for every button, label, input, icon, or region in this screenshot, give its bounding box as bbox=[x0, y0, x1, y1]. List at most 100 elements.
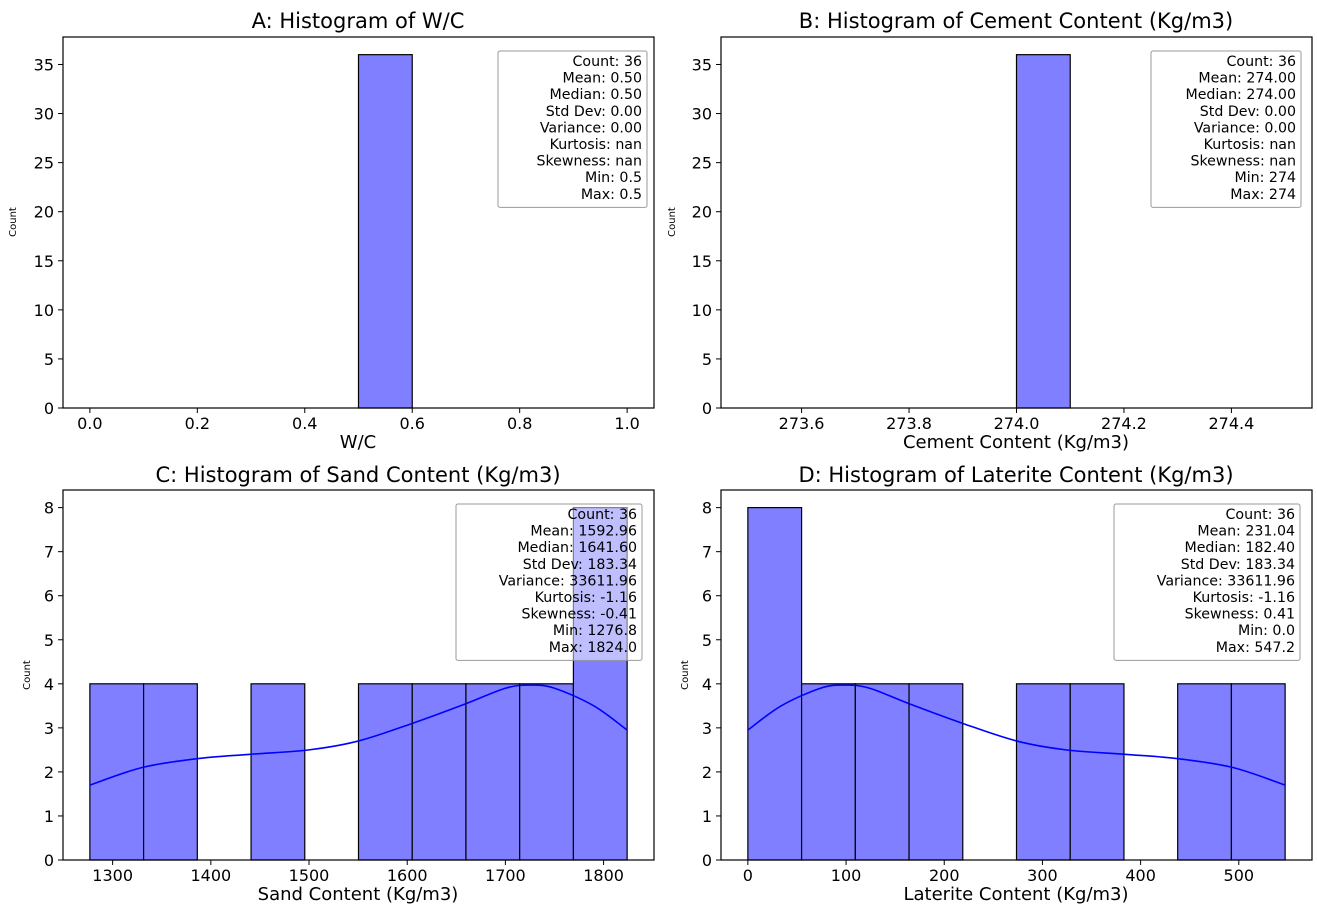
panel-a-stat-line: Skewness: nan bbox=[536, 154, 642, 170]
panel-b-stat-line: Mean: 274.00 bbox=[1198, 71, 1296, 87]
panel-d-bar bbox=[1230, 683, 1286, 861]
panel-c-bar bbox=[89, 683, 145, 861]
panel-b-stat-line: Min: 274 bbox=[1234, 170, 1296, 186]
panel-a-axes-frame bbox=[62, 36, 655, 409]
panel-d-ytick-label: 7 bbox=[702, 543, 712, 562]
panel-a-stat-line: Variance: 0.00 bbox=[540, 120, 642, 136]
panel-a-ytick-label: 30 bbox=[34, 105, 54, 124]
panel-c-bar bbox=[250, 683, 306, 861]
panel-c-stat-line: Variance: 33611.96 bbox=[499, 573, 637, 589]
panel-b-xtick-label: 274.2 bbox=[1101, 414, 1147, 433]
panel-a-xtick-label: 0.8 bbox=[507, 414, 532, 433]
panel-b-ytick-label: 0 bbox=[702, 399, 712, 418]
panel-b-ylabel: Count bbox=[667, 207, 678, 237]
panel-d-bar bbox=[800, 683, 856, 861]
panel-b-ytick-label: 15 bbox=[692, 252, 712, 271]
panel-a-ytick-label: 15 bbox=[34, 252, 54, 271]
panel-c-stat-line: Median: 1641.60 bbox=[517, 540, 637, 556]
panel-d-ytick-label: 4 bbox=[702, 675, 712, 694]
panel-d-stat-line: Skewness: 0.41 bbox=[1185, 607, 1295, 623]
panel-c-plot: 1300 1400 1500 1600 1700 1800 0 1 2 3 4 5 6 7 8 Count: … bbox=[44, 489, 655, 885]
panel-b-stat-line: Count: 36 bbox=[1227, 54, 1296, 70]
panel-a-xlabel: W/C bbox=[340, 432, 376, 453]
panel-a-xtick-label: 1.0 bbox=[614, 414, 639, 433]
panel-d-ytick-label: 5 bbox=[702, 631, 712, 650]
panel-a-stat-line: Std Dev: 0.00 bbox=[546, 104, 642, 120]
panel-c-ytick-label: 7 bbox=[44, 543, 54, 562]
panel-c-stat-line: Max: 1824.0 bbox=[549, 640, 637, 656]
panel-b: B: Histogram of Cement Content (Kg/m3) C… bbox=[667, 9, 1233, 453]
panel-d-stat-line: Variance: 33611.96 bbox=[1157, 573, 1295, 589]
panel-d-xtick-label: 400 bbox=[1125, 866, 1156, 885]
panel-a-ytick-label: 25 bbox=[34, 154, 54, 173]
panel-b-ytick-label: 10 bbox=[692, 301, 712, 320]
panel-d-ytick-label: 8 bbox=[702, 499, 712, 518]
panel-b-xtick-label: 273.8 bbox=[886, 414, 932, 433]
panel-b-stat-line: Skewness: nan bbox=[1190, 154, 1296, 170]
panel-c-bar bbox=[357, 683, 413, 861]
panel-d-xtick-label: 500 bbox=[1224, 866, 1255, 885]
panel-a-ytick-label: 0 bbox=[44, 399, 54, 418]
panel-d-xtick-label: 0 bbox=[743, 866, 753, 885]
panel-c-stat-line: Skewness: -0.41 bbox=[521, 607, 637, 623]
panel-a-stat-line: Mean: 0.50 bbox=[562, 71, 642, 87]
panel-c-xtick-label: 1800 bbox=[583, 866, 624, 885]
panel-d-bar bbox=[1015, 683, 1071, 861]
panel-c-ylabel: Count bbox=[22, 660, 33, 690]
panel-d-xtick-label: 100 bbox=[831, 866, 862, 885]
panel-b-stats-box bbox=[1150, 50, 1302, 208]
panel-a-title: A: Histogram of W/C bbox=[252, 9, 465, 33]
panel-d-title: D: Histogram of Laterite Content (Kg/m3) bbox=[798, 463, 1233, 487]
panel-a-stat-line: Kurtosis: nan bbox=[550, 137, 642, 153]
panel-c-bar bbox=[142, 683, 198, 861]
panel-c-xtick-label: 1300 bbox=[92, 866, 133, 885]
panel-d-stat-line: Kurtosis: -1.16 bbox=[1193, 590, 1295, 606]
panel-a-ylabel: Count bbox=[8, 207, 19, 237]
panel-c-title: C: Histogram of Sand Content (Kg/m3) bbox=[155, 463, 560, 487]
panel-d-bar bbox=[747, 507, 803, 861]
panel-d-ylabel: Count bbox=[680, 660, 691, 690]
panel-c-axes-frame bbox=[62, 489, 655, 861]
panel-a-xtick-label: 0.6 bbox=[400, 414, 425, 433]
panel-c-ytick-label: 6 bbox=[44, 587, 54, 606]
panel-d-stat-line: Mean: 231.04 bbox=[1197, 524, 1295, 540]
panel-c-ytick-label: 3 bbox=[44, 719, 54, 738]
panel-c-bar bbox=[411, 683, 467, 861]
panel-c-stats-box bbox=[455, 503, 643, 661]
panel-b-ytick-label: 30 bbox=[692, 105, 712, 124]
panel-a-bar bbox=[357, 54, 413, 409]
panel-a-ytick-label: 5 bbox=[44, 350, 54, 369]
panel-b-xlabel: Cement Content (Kg/m3) bbox=[903, 432, 1129, 453]
panel-c-ytick-label: 0 bbox=[44, 851, 54, 870]
panel-c-xlabel: Sand Content (Kg/m3) bbox=[258, 884, 459, 905]
panel-d-kde-line bbox=[747, 684, 1286, 786]
panel-c-stat-line: Count: 36 bbox=[568, 507, 637, 523]
panel-b-ytick-label: 25 bbox=[692, 154, 712, 173]
panel-b-title: B: Histogram of Cement Content (Kg/m3) bbox=[799, 9, 1233, 33]
panel-d-bar bbox=[908, 683, 964, 861]
panel-a-stats-box bbox=[497, 50, 648, 208]
panel-c-xtick-label: 1600 bbox=[387, 866, 428, 885]
panel-d-xtick-label: 200 bbox=[929, 866, 960, 885]
panel-a-ytick-label: 20 bbox=[34, 203, 54, 222]
panel-a-xtick-label: 0.0 bbox=[77, 414, 102, 433]
panel-a-xtick-label: 0.4 bbox=[292, 414, 317, 433]
panel-a-xtick-label: 0.2 bbox=[185, 414, 210, 433]
panel-a-stat-line: Median: 0.50 bbox=[550, 87, 642, 103]
panel-d-stat-line: Std Dev: 183.34 bbox=[1181, 557, 1295, 573]
panel-d-stat-line: Max: 547.2 bbox=[1216, 640, 1295, 656]
panel-d-axes-frame bbox=[720, 489, 1313, 861]
panel-d-ytick-label: 6 bbox=[702, 587, 712, 606]
panel-b-stat-line: Std Dev: 0.00 bbox=[1200, 104, 1296, 120]
panel-a-plot: 0.0 0.2 0.4 0.6 0.8 1.0 0 5 10 15 20 25 30 35 Count: 3… bbox=[34, 36, 655, 433]
panel-b-xtick-label: 273.6 bbox=[779, 414, 825, 433]
panel-d-ytick-label: 3 bbox=[702, 719, 712, 738]
panel-a-stat-line: Max: 0.5 bbox=[581, 187, 642, 203]
panel-a-stat-line: Count: 36 bbox=[573, 54, 642, 70]
panel-b-plot: 273.6 273.8 274.0 274.2 274.4 0 5 10 15 20 25 30 35 C… bbox=[692, 36, 1313, 433]
panel-b-stat-line: Max: 274 bbox=[1230, 187, 1296, 203]
panel-a-ytick-label: 35 bbox=[34, 55, 54, 74]
panel-d-stat-line: Count: 36 bbox=[1226, 507, 1295, 523]
panel-c-xtick-label: 1500 bbox=[289, 866, 330, 885]
